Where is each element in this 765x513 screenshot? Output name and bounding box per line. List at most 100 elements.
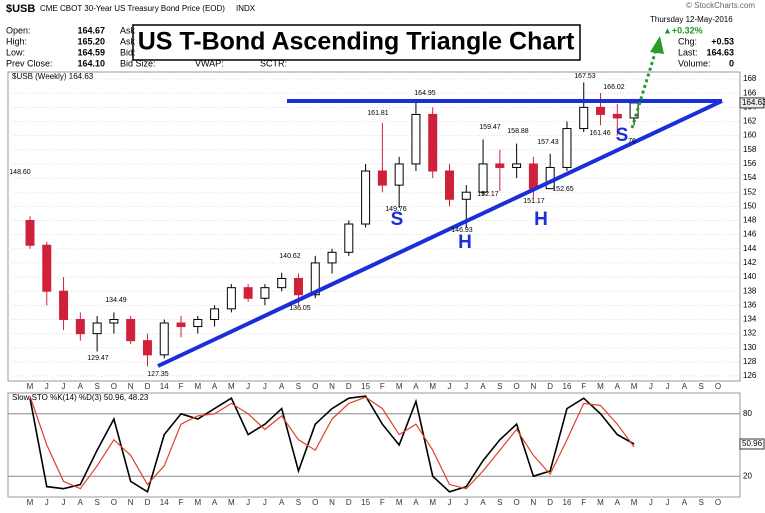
x-tick-label: J	[448, 498, 452, 507]
x-tick-label: S	[497, 498, 502, 507]
price-label: 157.43	[537, 139, 559, 146]
price-label: 152.65	[552, 186, 574, 193]
pattern-label: S	[616, 125, 629, 146]
x-tick-label: J	[62, 382, 66, 391]
y-tick-label: 150	[743, 201, 757, 210]
x-tick-label: A	[78, 382, 84, 391]
x-tick-label: A	[480, 498, 486, 507]
x-tick-label: A	[78, 498, 84, 507]
x-tick-label: M	[429, 382, 436, 391]
x-tick-label: A	[615, 382, 621, 391]
candle-body	[612, 113, 622, 119]
x-tick-label: A	[212, 498, 218, 507]
exchange: INDX	[236, 4, 256, 13]
x-tick-label: O	[715, 498, 721, 507]
y-tick-label: 144	[743, 244, 757, 253]
x-tick-label: S	[699, 382, 704, 391]
price-label: 166.02	[603, 84, 625, 91]
x-tick-label: 16	[563, 498, 572, 507]
x-tick-label: N	[128, 382, 134, 391]
x-tick-label: A	[413, 498, 419, 507]
last-tag: 164.63	[742, 98, 765, 107]
candle-body	[461, 191, 471, 200]
x-tick-label: J	[45, 498, 49, 507]
y-tick-label: 166	[743, 88, 757, 97]
price-panel	[7, 71, 741, 382]
y-tick-label: 80	[743, 409, 752, 418]
x-tick-label: O	[514, 382, 520, 391]
x-tick-label: J	[464, 498, 468, 507]
candle-body	[579, 106, 589, 130]
price-label: 146.93	[451, 227, 473, 234]
candle-body	[92, 322, 102, 335]
x-tick-label: M	[228, 498, 235, 507]
candle-body	[495, 163, 505, 168]
candle-body	[126, 318, 136, 342]
x-tick-label: D	[346, 382, 352, 391]
x-tick-label: M	[631, 498, 638, 507]
candle-body	[243, 287, 253, 299]
x-tick-label: J	[448, 382, 452, 391]
x-tick-label: J	[649, 498, 653, 507]
candle-body	[210, 308, 220, 320]
x-tick-label: F	[581, 498, 586, 507]
x-tick-label: S	[296, 498, 301, 507]
x-tick-label: 15	[361, 498, 370, 507]
description: CME CBOT 30-Year US Treasury Bond Price …	[40, 4, 225, 13]
candle-body	[377, 170, 387, 186]
candle-body	[512, 163, 522, 168]
candle-body	[25, 219, 35, 246]
x-tick-label: O	[312, 382, 318, 391]
candle-body	[42, 244, 52, 292]
x-tick-label: J	[464, 382, 468, 391]
x-tick-label: F	[380, 498, 385, 507]
stoch-legend: Slow STO %K(14) %D(3) 50.96, 48.23	[12, 393, 149, 402]
title-box	[132, 24, 581, 61]
price-label: 152.17	[477, 191, 499, 198]
x-tick-label: J	[62, 498, 66, 507]
x-tick-label: J	[263, 382, 267, 391]
x-tick-label: 15	[361, 382, 370, 391]
field-label: Ask	[120, 25, 136, 35]
y-tick-label: 138	[743, 286, 757, 295]
price-label: 158.88	[507, 128, 529, 135]
field-value: 164.63	[706, 47, 734, 57]
candle-body	[528, 163, 538, 190]
field-label: Volume:	[678, 58, 711, 68]
x-tick-label: J	[263, 498, 267, 507]
candle-body	[75, 318, 85, 335]
x-tick-label: F	[380, 382, 385, 391]
x-tick-label: J	[45, 382, 49, 391]
field-label: Ask	[120, 36, 136, 46]
y-tick-label: 148	[743, 216, 757, 225]
vwap: VWAP:	[195, 58, 224, 68]
candle-body	[293, 277, 303, 296]
price-label: 149.76	[385, 206, 407, 213]
x-tick-label: O	[312, 498, 318, 507]
chart-title: US T-Bond Ascending Triangle Chart	[138, 28, 575, 56]
candle-body	[59, 290, 69, 320]
x-tick-label: M	[27, 498, 34, 507]
field-value: 164.67	[77, 25, 105, 35]
field-label: Bid:	[120, 47, 136, 57]
candle-body	[596, 106, 606, 115]
x-tick-label: F	[179, 382, 184, 391]
last-tag: 50.96	[742, 439, 763, 448]
x-tick-label: F	[581, 382, 586, 391]
x-tick-label: A	[480, 382, 486, 391]
y-tick-label: 168	[743, 74, 757, 83]
x-tick-label: A	[413, 382, 419, 391]
field-label: High:	[6, 36, 27, 46]
x-tick-label: O	[715, 382, 721, 391]
y-tick-label: 154	[743, 173, 757, 182]
field-value: 165.20	[77, 36, 105, 46]
x-tick-label: 14	[160, 382, 169, 391]
y-tick-label: 136	[743, 300, 757, 309]
x-tick-label: D	[547, 382, 553, 391]
copyright: © StockCharts.com	[686, 1, 755, 10]
price-label: 151.17	[523, 198, 545, 205]
price-label: 127.35	[147, 371, 169, 378]
y-tick-label: 20	[743, 471, 752, 480]
